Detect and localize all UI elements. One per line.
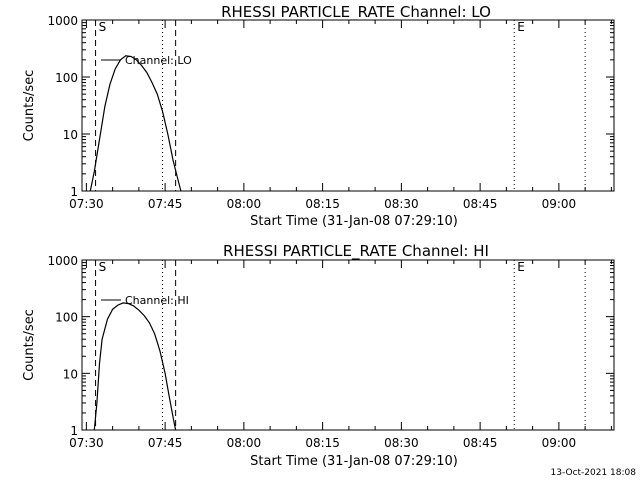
y-tick-label: 1	[70, 185, 78, 199]
x-tick-label: 08:30	[384, 436, 419, 450]
y-tick-label: 100	[55, 71, 78, 85]
chart-title: RHESSI PARTICLE_RATE Channel: HI	[223, 242, 489, 261]
footer-timestamp: 13-Oct-2021 18:08	[551, 468, 637, 478]
plot-frame	[81, 259, 615, 431]
time-marker-label: S	[99, 20, 107, 34]
y-tick-label: 10	[63, 367, 78, 381]
x-tick-label: 08:00	[227, 436, 262, 450]
x-tick-label: 08:45	[463, 197, 498, 211]
legend-label: Channel: LO	[125, 54, 192, 67]
y-tick-label: 1	[70, 424, 78, 438]
y-axis-label: Counts/sec	[22, 70, 37, 142]
panel-hi: RHESSI PARTICLE_RATE Channel: HI 1 10 100 10…	[22, 242, 615, 469]
series-line	[89, 55, 182, 192]
time-marker-label: E	[517, 20, 525, 34]
x-tick-label: 07:45	[148, 436, 183, 450]
x-tick-label: 09:00	[542, 197, 577, 211]
x-tick-label: 07:45	[148, 197, 183, 211]
x-tick-label: 08:00	[227, 197, 262, 211]
x-axis-label: Start Time (31-Jan-08 07:29:10)	[250, 454, 458, 469]
time-marker-label: E	[517, 260, 525, 274]
x-tick-label: 08:15	[305, 197, 340, 211]
y-tick-label: 1000	[47, 254, 78, 268]
panel-lo: RHESSI PARTICLE_RATE Channel: LO 1 10 100 10…	[22, 3, 615, 229]
x-tick-label: 08:30	[384, 197, 419, 211]
x-tick-label: 09:00	[542, 436, 577, 450]
y-tick-label: 100	[55, 311, 78, 325]
time-marker-label: S	[99, 260, 107, 274]
series-line	[93, 302, 177, 431]
chart-title: RHESSI PARTICLE_RATE Channel: LO	[221, 3, 491, 22]
x-tick-label: 07:30	[69, 436, 104, 450]
y-tick-label: 10	[63, 128, 78, 142]
legend-label: Channel: HI	[125, 294, 189, 307]
x-tick-label: 07:30	[69, 197, 104, 211]
x-axis-label: Start Time (31-Jan-08 07:29:10)	[250, 214, 458, 229]
plot-frame	[81, 19, 615, 192]
x-tick-label: 08:15	[305, 436, 340, 450]
x-tick-label: 08:45	[463, 436, 498, 450]
y-axis-label: Counts/sec	[22, 309, 37, 381]
y-tick-label: 1000	[47, 14, 78, 28]
